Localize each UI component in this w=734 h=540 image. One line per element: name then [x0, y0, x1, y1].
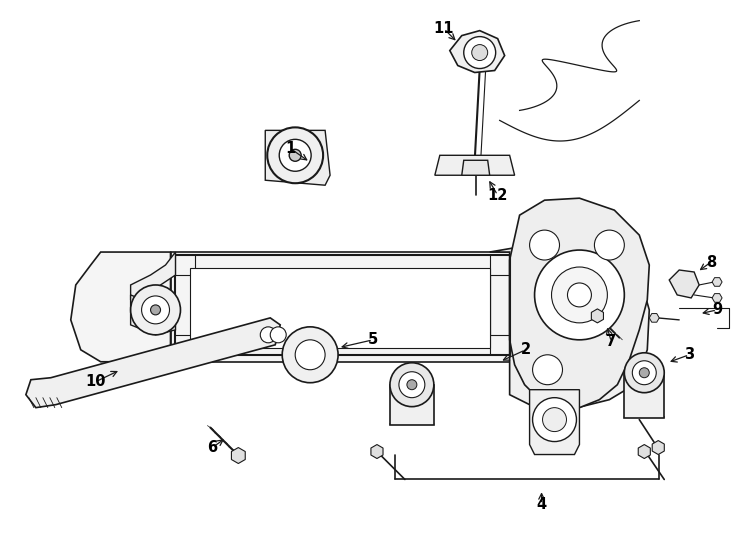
- Polygon shape: [435, 156, 515, 176]
- Text: 1: 1: [285, 141, 295, 156]
- Text: 4: 4: [537, 497, 547, 512]
- Circle shape: [295, 340, 325, 370]
- Polygon shape: [190, 268, 490, 348]
- Polygon shape: [712, 278, 722, 286]
- Polygon shape: [371, 444, 383, 458]
- Circle shape: [542, 408, 567, 431]
- Circle shape: [632, 361, 656, 384]
- Polygon shape: [450, 31, 505, 72]
- Polygon shape: [529, 390, 579, 455]
- Text: 10: 10: [85, 374, 106, 389]
- Circle shape: [131, 285, 181, 335]
- Circle shape: [595, 230, 625, 260]
- Polygon shape: [592, 309, 603, 323]
- Polygon shape: [653, 441, 664, 455]
- Polygon shape: [669, 270, 700, 298]
- Circle shape: [551, 267, 607, 323]
- Circle shape: [533, 355, 562, 384]
- Polygon shape: [509, 198, 650, 408]
- Text: 7: 7: [606, 334, 617, 349]
- Circle shape: [142, 296, 170, 324]
- Circle shape: [399, 372, 425, 397]
- Polygon shape: [390, 384, 434, 424]
- Polygon shape: [265, 130, 330, 185]
- Circle shape: [150, 305, 161, 315]
- Polygon shape: [650, 314, 659, 322]
- Circle shape: [472, 45, 487, 60]
- Circle shape: [407, 380, 417, 390]
- Circle shape: [529, 230, 559, 260]
- Polygon shape: [70, 252, 170, 362]
- Circle shape: [464, 37, 495, 69]
- Polygon shape: [231, 448, 245, 463]
- Circle shape: [534, 250, 625, 340]
- Text: 5: 5: [368, 332, 378, 347]
- Polygon shape: [131, 295, 175, 335]
- Text: 6: 6: [207, 440, 217, 455]
- Circle shape: [625, 353, 664, 393]
- Text: 9: 9: [712, 302, 722, 318]
- Polygon shape: [712, 294, 722, 302]
- Polygon shape: [625, 373, 664, 417]
- Circle shape: [261, 327, 276, 343]
- Text: 8: 8: [706, 254, 716, 269]
- Polygon shape: [170, 252, 509, 362]
- Circle shape: [270, 327, 286, 343]
- Circle shape: [289, 150, 301, 161]
- Circle shape: [567, 283, 592, 307]
- Circle shape: [390, 363, 434, 407]
- Circle shape: [639, 368, 650, 377]
- Polygon shape: [462, 160, 490, 176]
- Polygon shape: [490, 240, 650, 410]
- Polygon shape: [131, 252, 175, 300]
- Text: 12: 12: [487, 188, 508, 202]
- Circle shape: [279, 139, 311, 171]
- Text: 3: 3: [684, 347, 694, 362]
- Polygon shape: [639, 444, 650, 458]
- Text: 11: 11: [434, 21, 454, 36]
- Text: 2: 2: [520, 342, 531, 357]
- Circle shape: [282, 327, 338, 383]
- Circle shape: [267, 127, 323, 183]
- Circle shape: [533, 397, 576, 442]
- Polygon shape: [26, 318, 280, 408]
